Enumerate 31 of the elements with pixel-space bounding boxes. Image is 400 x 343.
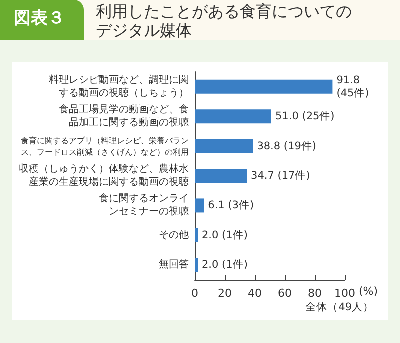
bar xyxy=(195,169,248,183)
x-tick-label: 100 xyxy=(334,287,356,300)
data-label: 2.0 (1件) xyxy=(202,229,248,242)
x-axis-title: (%) xyxy=(359,285,378,298)
x-tick-label: 40 xyxy=(248,287,262,300)
y-tick-label: 食育に関するアプリ（料理レシピ、栄養バランス、フードロス削減（さくげん）など）の利用 xyxy=(21,136,189,157)
text: 図表３ xyxy=(14,8,65,28)
bar xyxy=(195,80,333,94)
data-label: 6.1 (3件) xyxy=(208,200,254,212)
x-tick-label: 0 xyxy=(192,287,198,300)
data-label: 51.0 (25件) xyxy=(276,110,335,123)
text: 全体（49人） xyxy=(306,302,374,314)
y-tick-label: 食品工場見学の動画など、食品加工に関する動画の視聴 xyxy=(59,104,189,129)
x-tick-label: 20 xyxy=(218,287,232,300)
bar xyxy=(195,228,198,242)
bar xyxy=(195,110,272,124)
y-tick-label: 無回答 xyxy=(159,258,189,271)
y-tick-label: 料理レシピ動画など、調理に関する動画の視聴（しちょう） xyxy=(49,74,189,99)
data-label: 34.7 (17件) xyxy=(251,170,310,182)
data-label: 2.0 (1件) xyxy=(202,259,248,272)
bar xyxy=(195,258,198,272)
y-tick-label: 食に関するオンラインセミナーの視聴 xyxy=(99,192,189,218)
data-label: 91.8 (45件) xyxy=(336,74,370,100)
data-label: 38.8 (19件) xyxy=(257,140,316,152)
x-tick-label: 80 xyxy=(308,287,322,300)
y-tick-label: 収穫（しゅうかく）体験など、農林水産業の生産現場に関する動画の視聴 xyxy=(19,163,189,188)
x-tick-label: 60 xyxy=(278,287,292,300)
bar xyxy=(195,198,204,213)
bar xyxy=(195,139,254,154)
y-tick-label: その他 xyxy=(159,228,189,241)
chart-title: 利用したことがある食育についてのデジタル媒体 xyxy=(96,2,352,40)
